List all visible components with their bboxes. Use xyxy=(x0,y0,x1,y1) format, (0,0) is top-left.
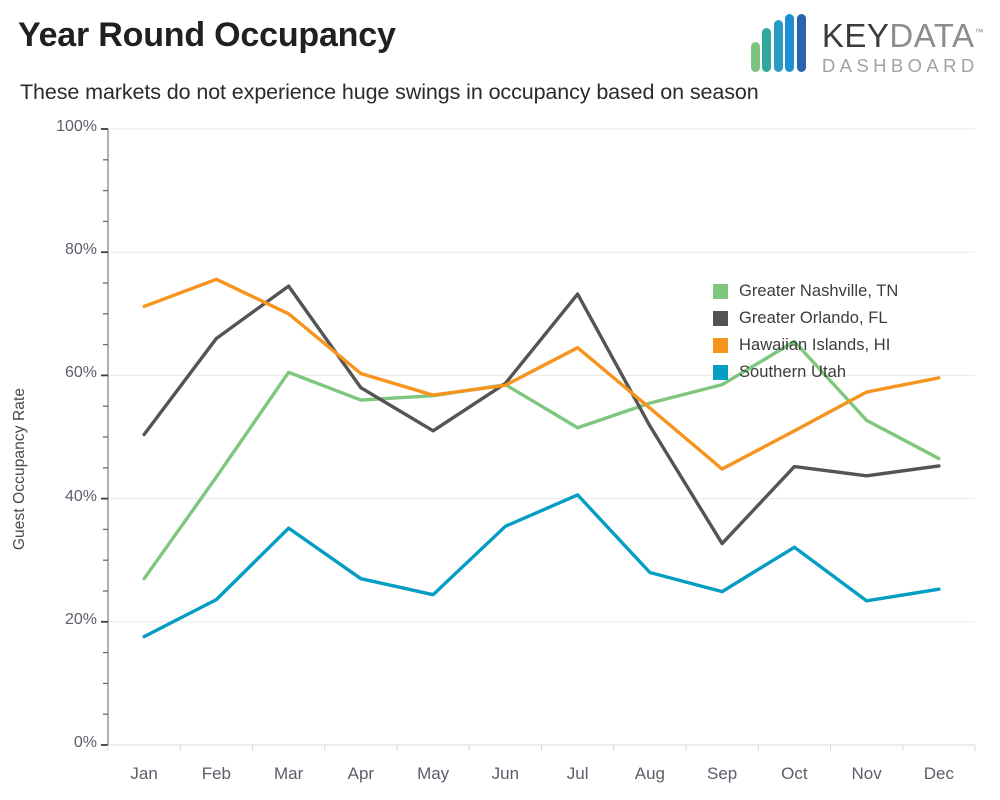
logo-bar-1 xyxy=(750,42,760,72)
legend-label: Hawaiian Islands, HI xyxy=(739,336,891,354)
logo-bar-3 xyxy=(773,20,783,72)
logo-bar-5 xyxy=(796,14,806,72)
x-tick-label-dec: Dec xyxy=(923,764,954,783)
legend-label: Greater Nashville, TN xyxy=(739,282,899,300)
x-tick-label-jun: Jun xyxy=(491,764,520,783)
legend-swatch-icon xyxy=(713,338,728,353)
legend-item[interactable]: Greater Orlando, FL xyxy=(713,309,898,328)
logo-bars-icon xyxy=(750,14,813,72)
page-subtitle: These markets do not experience huge swi… xyxy=(20,80,759,104)
chart-legend: Greater Nashville, TN Greater Orlando, FL… xyxy=(713,282,898,382)
series-line-2[interactable] xyxy=(142,277,941,471)
legend-label: Southern Utah xyxy=(739,363,847,381)
series-line-1[interactable] xyxy=(142,284,941,546)
legend-swatch-icon xyxy=(713,311,728,326)
series-line-0[interactable] xyxy=(142,339,941,581)
logo-name-key: KEY xyxy=(821,17,890,54)
y-tick-label: 80% xyxy=(64,241,97,259)
y-axis-title: Guest Occupancy Rate xyxy=(11,387,28,551)
legend-swatch-icon xyxy=(713,365,728,380)
x-tick-label-jan: Jan xyxy=(130,764,158,783)
x-tick-label-feb: Feb xyxy=(201,764,232,783)
keydata-dashboard-logo: KEYDATA™ DASHBOARD xyxy=(750,14,984,77)
legend-item[interactable]: Hawaiian Islands, HI xyxy=(713,336,898,355)
legend-item[interactable]: Greater Nashville, TN xyxy=(713,282,898,301)
y-tick-label: 40% xyxy=(64,487,97,505)
x-tick-label-oct: Oct xyxy=(781,764,808,783)
logo-trademark-icon: ™ xyxy=(974,27,984,37)
logo-name-data: DATA xyxy=(889,17,975,54)
x-tick-label-mar: Mar xyxy=(273,764,304,783)
page-title: Year Round Occupancy xyxy=(18,16,396,54)
logo-bar-2 xyxy=(762,28,772,72)
x-tick-label-jul: Jul xyxy=(566,764,589,783)
y-tick-label: 20% xyxy=(64,610,97,628)
series-line-3[interactable] xyxy=(142,493,941,639)
x-tick-label-apr: Apr xyxy=(347,764,375,783)
y-tick-label: 0% xyxy=(73,734,97,751)
y-tick-label: 100% xyxy=(56,118,97,135)
logo-wordmark: KEYDATA™ DASHBOARD xyxy=(822,14,984,77)
x-tick-label-aug: Aug xyxy=(634,764,665,783)
chart-plot-svg xyxy=(101,128,976,751)
page-header: Year Round Occupancy These markets do no… xyxy=(0,0,1000,120)
logo-name: KEYDATA™ xyxy=(822,16,984,52)
legend-item[interactable]: Southern Utah xyxy=(713,363,898,382)
legend-swatch-icon xyxy=(713,284,728,299)
y-tick-label: 60% xyxy=(64,364,97,382)
line-chart: Guest Occupancy Rate 0% 20% 40% 60% 80% 100% … xyxy=(0,118,1000,800)
x-tick-label-nov: Nov xyxy=(851,764,882,783)
legend-label: Greater Orlando, FL xyxy=(739,309,888,327)
x-tick-label-may: May xyxy=(417,764,450,783)
x-tick-label-sep: Sep xyxy=(707,764,738,783)
logo-bar-4 xyxy=(785,14,795,72)
logo-tagline: DASHBOARD xyxy=(821,55,979,76)
